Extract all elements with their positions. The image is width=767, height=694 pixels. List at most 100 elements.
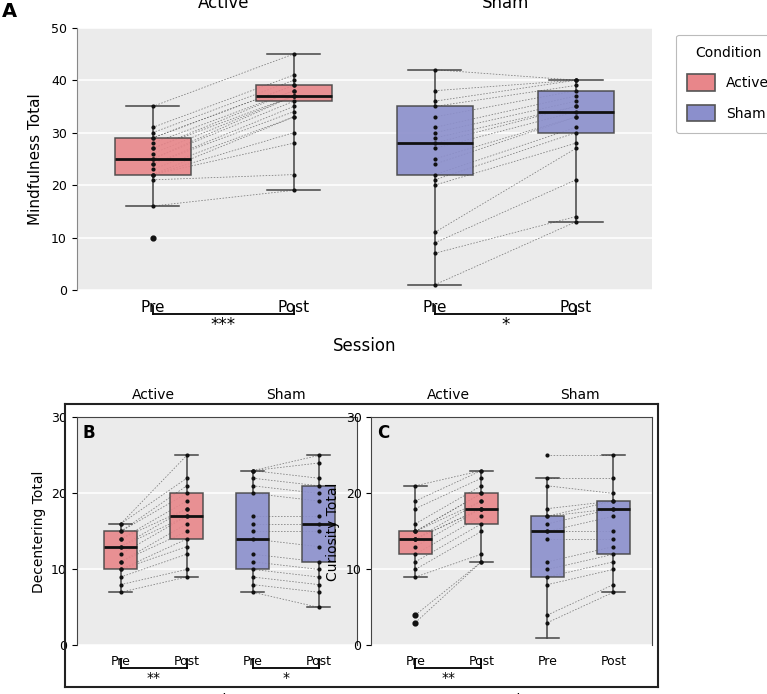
Point — [570, 75, 582, 86]
Text: *: * — [502, 316, 509, 334]
Point — [570, 111, 582, 122]
Point — [542, 564, 554, 575]
Point — [542, 526, 554, 537]
Point — [570, 106, 582, 117]
Point — [114, 541, 127, 552]
Point — [410, 534, 422, 545]
Point — [288, 90, 300, 101]
Point — [146, 133, 159, 144]
Point — [476, 518, 488, 530]
Bar — [538, 91, 614, 133]
Point — [570, 217, 582, 228]
Point — [570, 111, 582, 122]
Point — [180, 450, 193, 461]
Point — [607, 526, 620, 537]
Point — [288, 90, 300, 101]
Text: B: B — [82, 424, 95, 442]
Point — [542, 518, 554, 530]
Point — [146, 143, 159, 154]
Point — [607, 586, 620, 598]
Point — [247, 511, 259, 522]
Text: ***: *** — [211, 316, 235, 334]
Point — [247, 518, 259, 530]
Point — [410, 541, 422, 552]
Point — [607, 473, 620, 484]
Point — [542, 617, 554, 628]
Point — [114, 526, 127, 537]
Point — [410, 549, 422, 560]
Point — [429, 122, 441, 133]
Point — [313, 526, 325, 537]
Point — [429, 133, 441, 144]
Point — [476, 488, 488, 499]
Bar — [531, 516, 564, 577]
Point — [410, 609, 422, 620]
Point — [180, 503, 193, 514]
Point — [429, 127, 441, 138]
Point — [247, 579, 259, 590]
Point — [429, 158, 441, 169]
Point — [313, 457, 325, 468]
Point — [429, 153, 441, 164]
Point — [247, 557, 259, 568]
Point — [114, 534, 127, 545]
Point — [313, 541, 325, 552]
Point — [476, 496, 488, 507]
Point — [114, 579, 127, 590]
Point — [180, 511, 193, 522]
Point — [429, 248, 441, 259]
Point — [476, 503, 488, 514]
Point — [476, 473, 488, 484]
Point — [180, 518, 193, 530]
Point — [146, 201, 159, 212]
Legend: Active, Sham: Active, Sham — [676, 35, 767, 133]
Point — [410, 518, 422, 530]
X-axis label: Session: Session — [486, 693, 538, 694]
Point — [180, 511, 193, 522]
Point — [570, 101, 582, 112]
Point — [476, 557, 488, 568]
Point — [114, 518, 127, 530]
Point — [410, 534, 422, 545]
Point — [247, 488, 259, 499]
Point — [114, 534, 127, 545]
Point — [313, 480, 325, 491]
Point — [476, 557, 488, 568]
Point — [146, 169, 159, 180]
Point — [476, 488, 488, 499]
Point — [247, 534, 259, 545]
Point — [410, 617, 422, 628]
Bar — [255, 85, 332, 101]
Y-axis label: Curiosity Total: Curiosity Total — [326, 482, 341, 581]
Point — [542, 511, 554, 522]
Point — [313, 571, 325, 582]
Bar — [104, 532, 137, 569]
Y-axis label: Decentering Total: Decentering Total — [31, 471, 45, 593]
Point — [247, 586, 259, 598]
Point — [180, 473, 193, 484]
Point — [146, 143, 159, 154]
Point — [146, 169, 159, 180]
Point — [570, 90, 582, 101]
Point — [476, 503, 488, 514]
Point — [180, 564, 193, 575]
Point — [542, 557, 554, 568]
Point — [180, 480, 193, 491]
Point — [542, 526, 554, 537]
Point — [542, 579, 554, 590]
Point — [542, 571, 554, 582]
Point — [180, 549, 193, 560]
Point — [180, 496, 193, 507]
Point — [410, 609, 422, 620]
Bar — [597, 501, 630, 555]
Point — [607, 496, 620, 507]
Text: A: A — [2, 2, 17, 22]
Point — [247, 465, 259, 476]
Point — [607, 503, 620, 514]
Point — [146, 127, 159, 138]
Point — [146, 174, 159, 185]
Point — [429, 137, 441, 149]
Point — [114, 564, 127, 575]
Point — [542, 503, 554, 514]
Point — [146, 101, 159, 112]
